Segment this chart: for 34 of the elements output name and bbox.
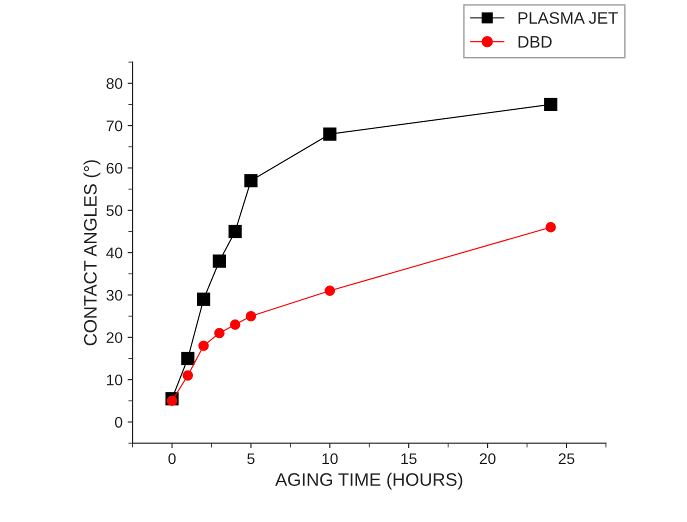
y-tick-label: 80 [106,78,122,89]
legend-label: PLASMA JET [518,12,618,24]
y-tick-label: 10 [107,374,122,386]
point [324,286,336,296]
point [196,292,210,306]
x-tick-label: 10 [322,453,338,464]
point [198,340,209,352]
x-tick-label: 15 [401,453,417,464]
point [182,370,194,381]
x-tick-label: 20 [480,453,496,464]
point [230,319,240,330]
y-tick-label: 0 [114,416,122,428]
point [246,310,256,322]
y-tick-label: 60 [106,162,122,174]
x-tick-label: 25 [558,453,574,464]
point [181,352,194,366]
point [546,222,556,232]
y-tick-label: 30 [106,290,122,301]
x-tick-label: 5 [247,453,255,464]
y-tick-label: 40 [106,248,122,258]
x-axis-title: AGING TIME (HOURS) [275,472,462,490]
point [323,128,336,141]
y-tick-label: 50 [106,205,122,216]
point [228,224,242,238]
y-tick-label: 20 [106,332,122,344]
legend-label: DBD [518,36,552,48]
point [244,174,258,188]
y-tick-label: 70 [106,120,122,132]
point [212,254,226,268]
x-tick-label: 0 [168,453,176,464]
y-axis-title: CONTACT ANGLES (°) [83,160,100,346]
point [544,98,558,112]
point [166,396,178,406]
point [214,328,225,338]
